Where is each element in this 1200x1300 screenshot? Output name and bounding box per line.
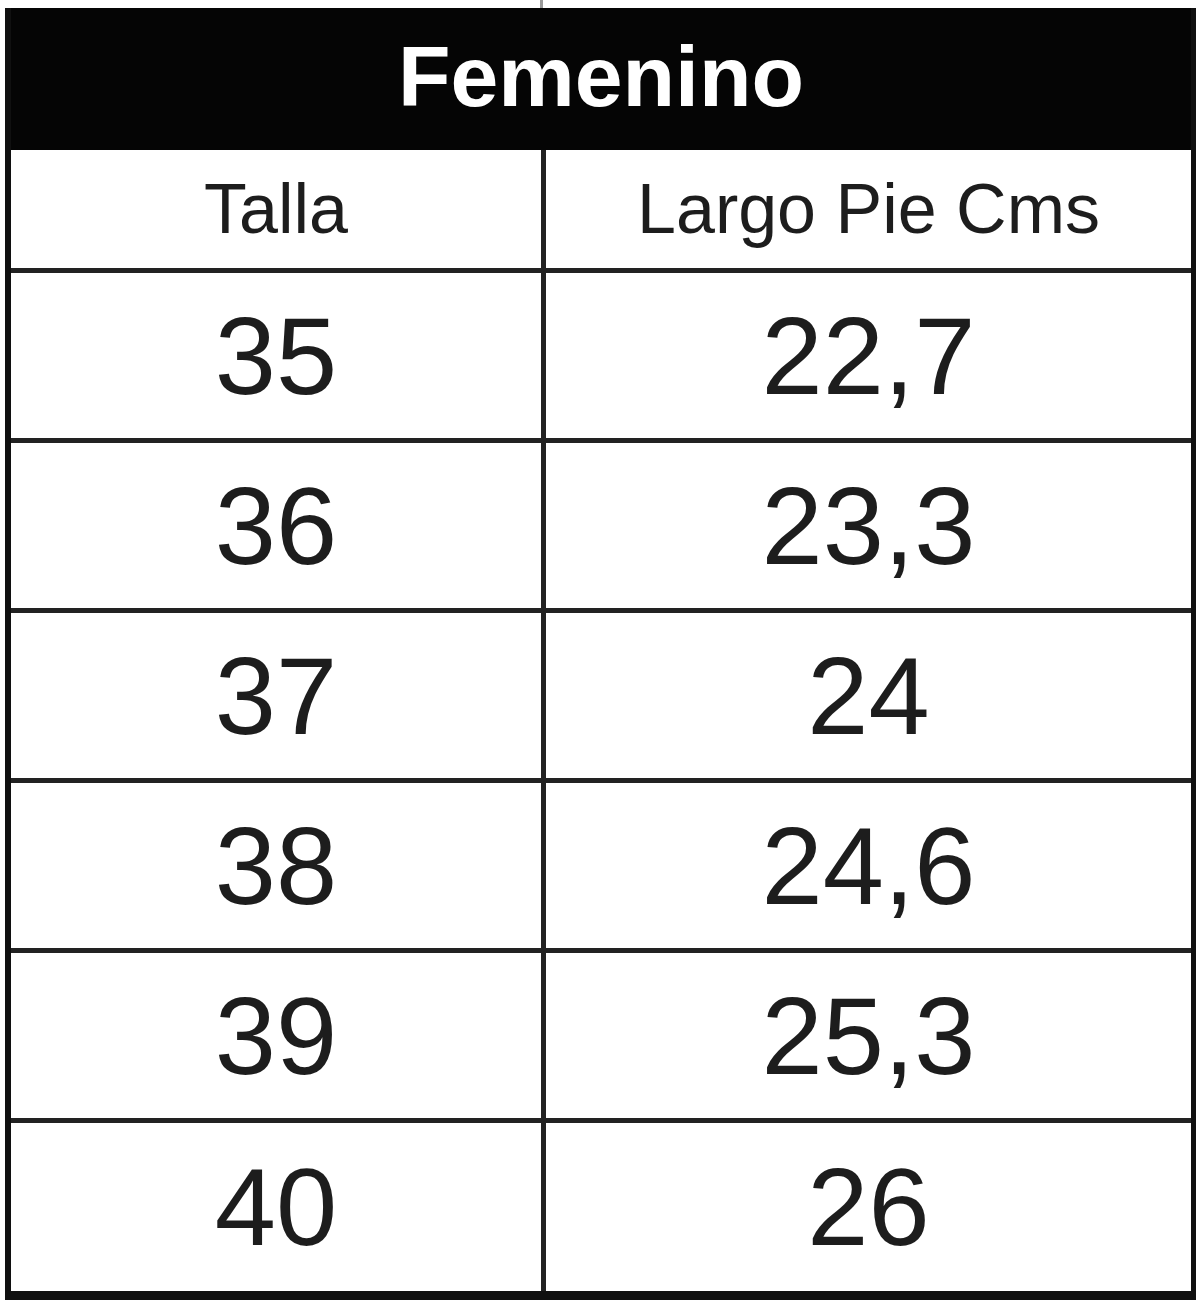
header-row: Talla Largo Pie Cms — [11, 150, 1191, 273]
talla-cell: 40 — [11, 1123, 541, 1291]
column-divider-notch — [540, 0, 543, 8]
table-row: 38 24,6 — [11, 783, 1191, 953]
largo-column-header: Largo Pie Cms — [541, 150, 1191, 268]
talla-cell: 35 — [11, 273, 541, 438]
table-row: 39 25,3 — [11, 953, 1191, 1123]
largo-cell: 25,3 — [541, 953, 1191, 1118]
talla-cell: 36 — [11, 443, 541, 608]
largo-cell: 24,6 — [541, 783, 1191, 948]
largo-cell: 24 — [541, 613, 1191, 778]
largo-cell: 26 — [541, 1123, 1191, 1291]
largo-cell: 23,3 — [541, 443, 1191, 608]
size-table: Femenino Talla Largo Pie Cms 35 22,7 36 … — [5, 8, 1196, 1300]
largo-cell: 22,7 — [541, 273, 1191, 438]
table-title: Femenino — [398, 33, 804, 125]
top-margin-strip — [0, 0, 1200, 8]
table-row: 37 24 — [11, 613, 1191, 783]
talla-cell: 37 — [11, 613, 541, 778]
table-row: 36 23,3 — [11, 443, 1191, 613]
table-row: 40 26 — [11, 1123, 1191, 1291]
table-title-band: Femenino — [11, 8, 1191, 150]
talla-cell: 39 — [11, 953, 541, 1118]
size-chart-page: Femenino Talla Largo Pie Cms 35 22,7 36 … — [0, 0, 1200, 1300]
table-row: 35 22,7 — [11, 273, 1191, 443]
talla-cell: 38 — [11, 783, 541, 948]
talla-column-header: Talla — [11, 150, 541, 268]
